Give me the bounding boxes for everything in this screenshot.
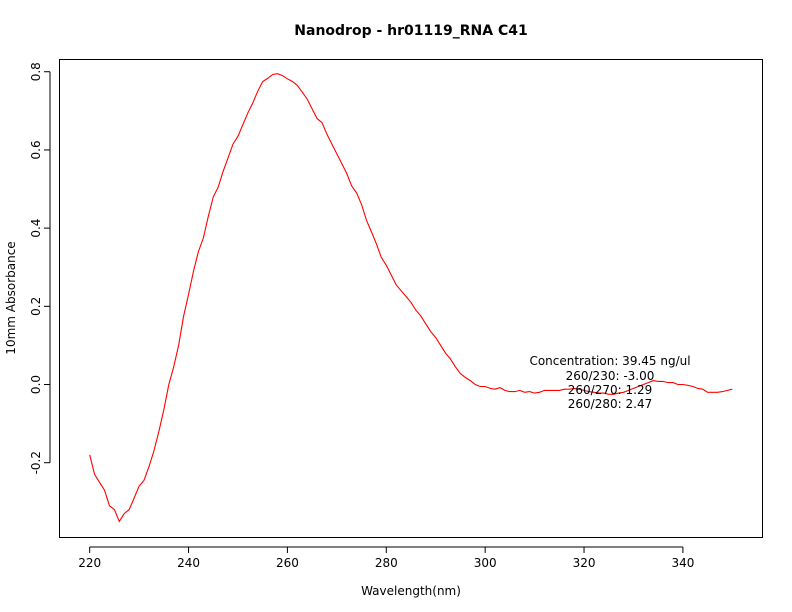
annotation-260-280: 260/280: 2.47 xyxy=(568,397,652,411)
x-tick-label: 280 xyxy=(375,556,398,570)
y-tick-label: -0.2 xyxy=(29,451,43,474)
absorbance-series-line xyxy=(89,73,733,523)
annotation-260-230: 260/230: -3.00 xyxy=(566,369,655,383)
y-tick-label: 0.0 xyxy=(29,375,43,394)
annotation-block: Concentration: 39.45 ng/ul 260/230: -3.0… xyxy=(529,354,690,411)
x-tick-label: 220 xyxy=(78,556,101,570)
x-axis: 220 240 260 280 300 320 340 xyxy=(78,546,694,570)
annotation-260-270: 260/270: 1.29 xyxy=(568,383,652,397)
x-tick-label: 240 xyxy=(177,556,200,570)
x-tick-label: 320 xyxy=(573,556,596,570)
y-tick-label: 0.2 xyxy=(29,297,43,316)
y-tick-label: 0.4 xyxy=(29,219,43,238)
annotation-concentration: Concentration: 39.45 ng/ul xyxy=(529,354,690,368)
plot-frame xyxy=(59,59,763,538)
y-tick-label: 0.8 xyxy=(29,62,43,81)
y-axis-label: 10mm Absorbance xyxy=(4,241,18,354)
x-axis-label: Wavelength(nm) xyxy=(361,584,461,598)
y-tick-label: 0.6 xyxy=(29,140,43,159)
series-layer xyxy=(89,73,733,523)
chart-title: Nanodrop - hr01119_RNA C41 xyxy=(294,23,527,39)
x-tick-label: 300 xyxy=(474,556,497,570)
y-axis: -0.2 0.0 0.2 0.4 0.6 0.8 xyxy=(29,62,51,474)
x-tick-label: 340 xyxy=(671,556,694,570)
x-tick-label: 260 xyxy=(276,556,299,570)
